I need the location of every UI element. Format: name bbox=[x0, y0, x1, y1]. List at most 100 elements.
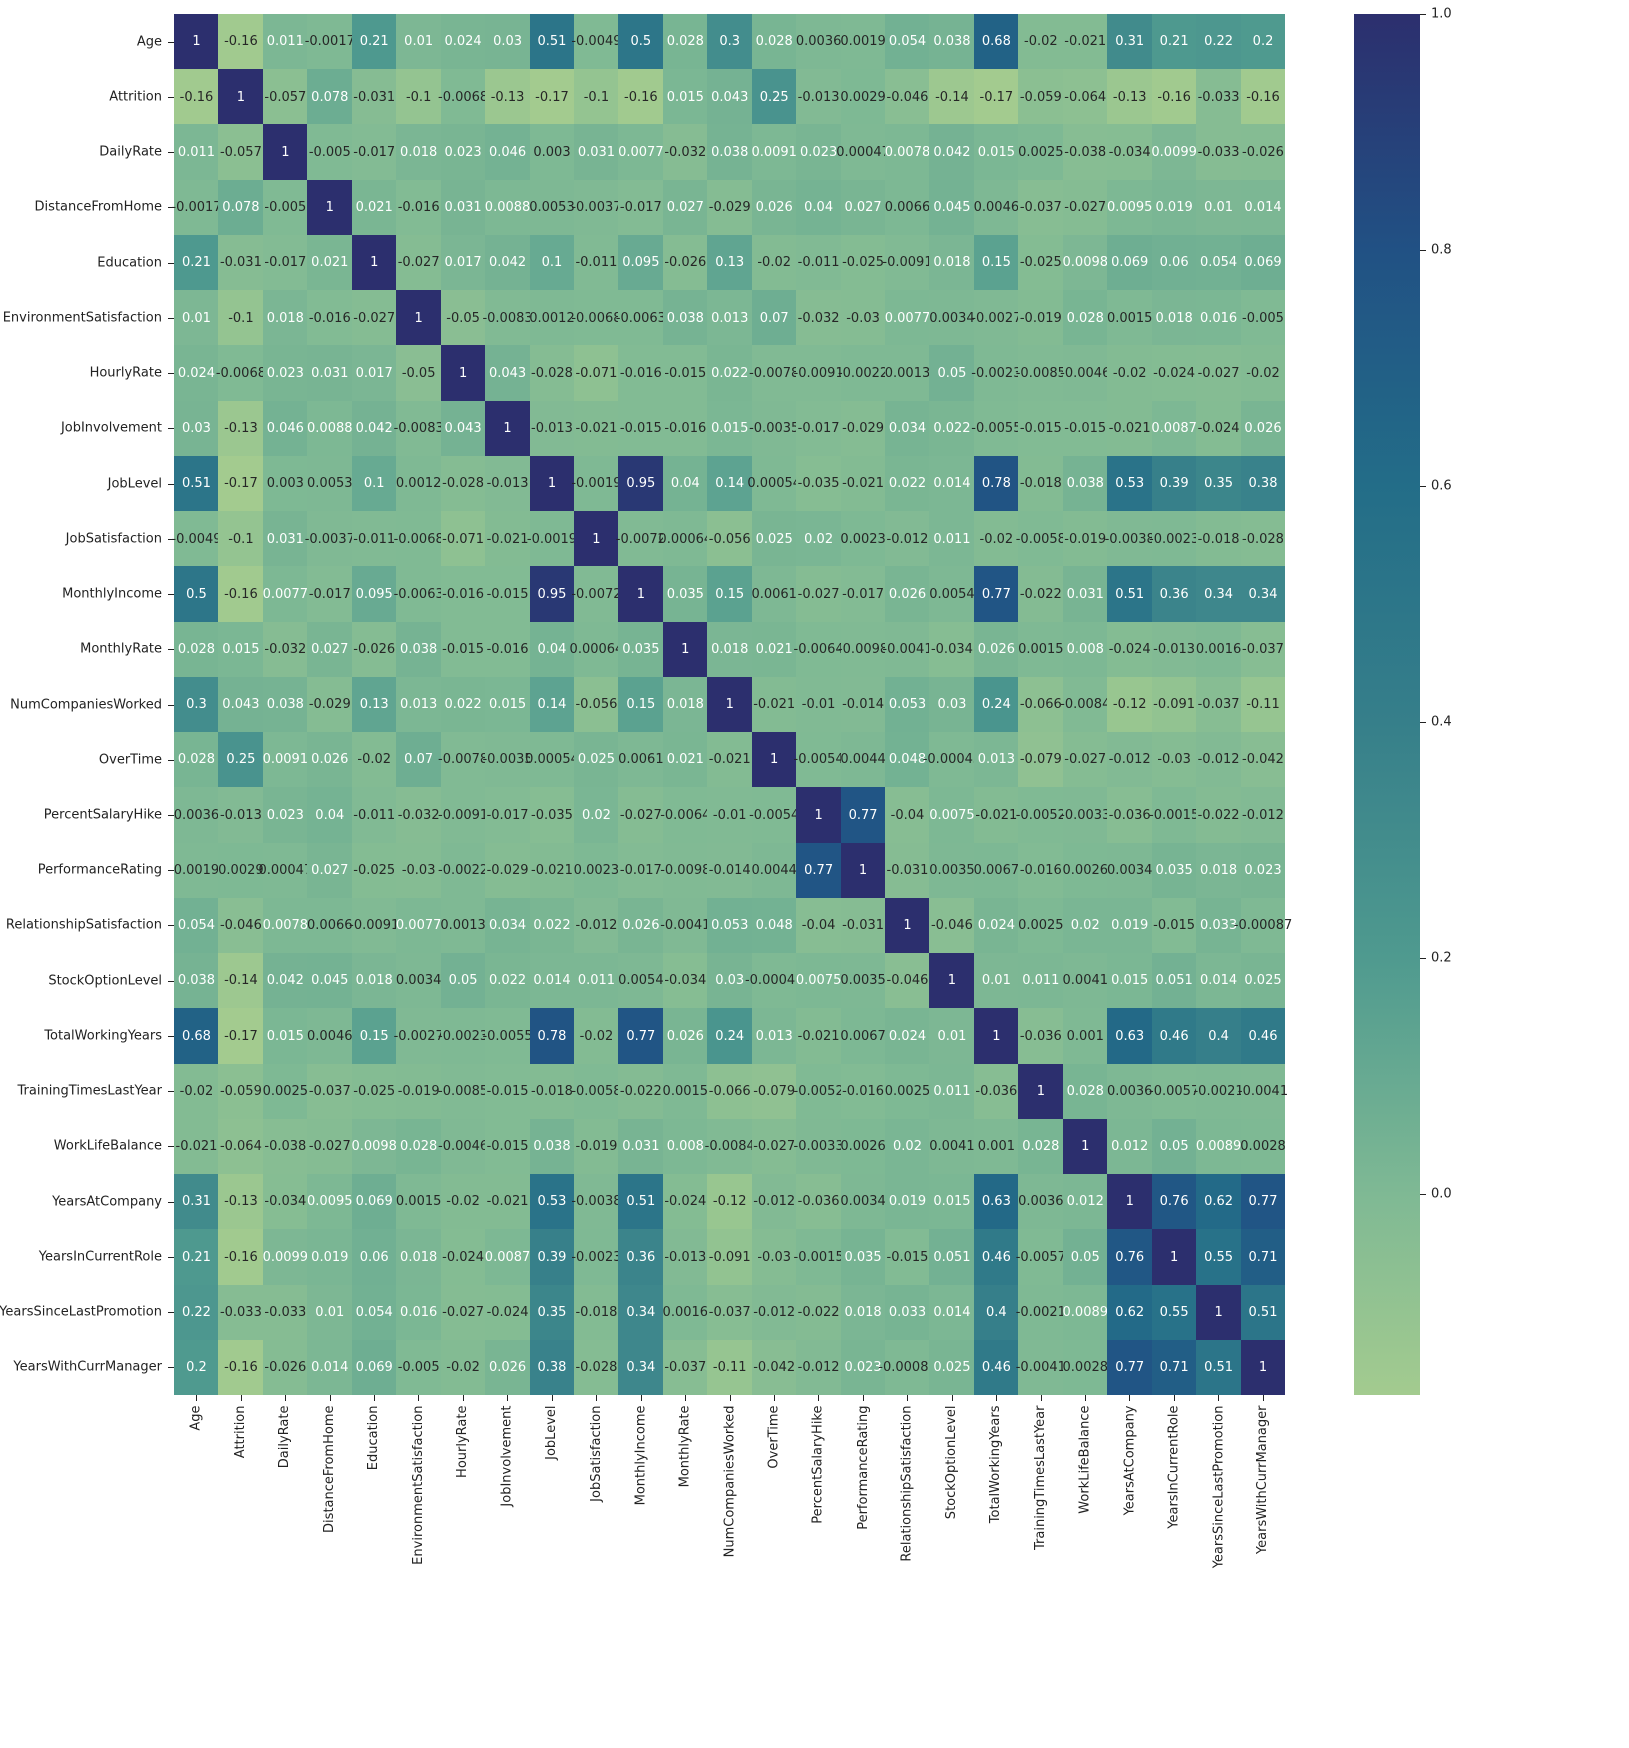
heatmap-cell: -0.057 bbox=[218, 124, 264, 181]
heatmap-cell: 0.0028 bbox=[1063, 1339, 1108, 1396]
heatmap-cell: -0.018 bbox=[529, 1063, 575, 1120]
heatmap-cell: -0.015 bbox=[1151, 897, 1197, 954]
heatmap-cell: 0.026 bbox=[485, 1339, 531, 1396]
heatmap-cell: 0.015 bbox=[707, 400, 753, 457]
heatmap-cell: 0.0078 bbox=[263, 897, 308, 954]
correlation-heatmap: 1 -0.16 0.011 -0.0017 0.21 0.01 0.024 0.03 0.51-… bbox=[171, 14, 1292, 1396]
heatmap-cell: -0.022 bbox=[1196, 787, 1242, 844]
heatmap-cell: 0.013 bbox=[973, 732, 1019, 788]
heatmap-cell: -0.02 bbox=[751, 234, 797, 291]
heatmap-cell: -0.0035 bbox=[482, 732, 533, 788]
heatmap-cell: 0.019 bbox=[307, 1229, 353, 1285]
heatmap-cell: -0.00087 bbox=[878, 1339, 937, 1396]
heatmap-cell: 0.21 bbox=[174, 1229, 219, 1285]
heatmap-cell: 1 bbox=[1107, 1174, 1153, 1230]
heatmap-cell: 0.00054 bbox=[747, 455, 801, 512]
heatmap-cell: -0.037 bbox=[307, 1063, 353, 1120]
heatmap-cell: -0.0054 bbox=[794, 732, 844, 788]
heatmap-cell: -0.091 bbox=[1151, 676, 1197, 733]
heatmap-cell: -0.027 bbox=[796, 566, 842, 623]
heatmap-cell: -0.013 bbox=[1151, 621, 1197, 678]
heatmap-cell: 0.0019 bbox=[174, 842, 219, 899]
heatmap-cell: 0.011 bbox=[573, 953, 619, 1009]
heatmap-cell: -0.016 bbox=[840, 1063, 886, 1120]
x-axis-label: JobSatisfaction bbox=[588, 1405, 604, 1502]
heatmap-cell: 0.0066 bbox=[307, 897, 353, 954]
heatmap-cell: 0.054 bbox=[351, 1284, 397, 1341]
heatmap-cell: -0.017 bbox=[262, 234, 308, 291]
heatmap-cell: -0.016 bbox=[440, 566, 486, 623]
heatmap-cell: -0.0023 bbox=[571, 1229, 622, 1285]
heatmap-cell: -0.0052 bbox=[1016, 787, 1066, 844]
heatmap-cell: 1 bbox=[529, 455, 575, 512]
heatmap-cell: 0.015 bbox=[1107, 953, 1153, 1009]
heatmap-cell: -0.032 bbox=[796, 290, 842, 346]
x-axis-label: PerformanceRating bbox=[855, 1405, 871, 1530]
heatmap-cell: 0.71 bbox=[1151, 1339, 1197, 1396]
heatmap-cell: 0.0095 bbox=[1107, 179, 1152, 236]
heatmap-cell: -0.059 bbox=[218, 1063, 264, 1120]
x-tick-mark bbox=[1085, 1395, 1087, 1401]
heatmap-cell: 0.01 bbox=[307, 1284, 353, 1341]
heatmap-cell: 0.026 bbox=[307, 732, 353, 788]
heatmap-cell: 0.1 bbox=[351, 455, 397, 512]
heatmap-cell: 0.028 bbox=[174, 621, 219, 678]
heatmap-cell: 0.003 bbox=[262, 455, 308, 512]
heatmap-cell: -0.071 bbox=[573, 345, 619, 402]
heatmap-cell: 0.024 bbox=[973, 897, 1019, 954]
heatmap-cell: -0.024 bbox=[1151, 345, 1197, 402]
y-axis-label: JobLevel bbox=[107, 476, 162, 492]
heatmap-cell: 0.046 bbox=[262, 400, 308, 457]
heatmap-cell: 0.014 bbox=[307, 1339, 353, 1396]
heatmap-cell: 0.031 bbox=[573, 124, 619, 181]
x-axis-label: OverTime bbox=[766, 1405, 782, 1469]
heatmap-cell: -0.04 bbox=[885, 787, 930, 844]
heatmap-cell: -0.17 bbox=[973, 69, 1019, 125]
heatmap-cell: -0.019 bbox=[396, 1063, 442, 1120]
heatmap-cell: 0.78 bbox=[973, 455, 1019, 512]
heatmap-cell: 0.25 bbox=[218, 732, 264, 788]
heatmap-cell: -0.031 bbox=[885, 842, 930, 899]
heatmap-cell: 0.023 bbox=[262, 345, 308, 402]
heatmap-cell: 0.0026 bbox=[840, 1118, 886, 1175]
heatmap-cell: 0.0026 bbox=[1063, 842, 1108, 899]
colorbar-tick-mark bbox=[1420, 958, 1426, 960]
heatmap-cell: -0.038 bbox=[1062, 124, 1108, 181]
x-axis-label: DistanceFromHome bbox=[322, 1405, 338, 1533]
heatmap-cell: -0.0091 bbox=[349, 897, 399, 954]
colorbar-tick-mark bbox=[1420, 250, 1426, 252]
heatmap-cell: -0.01 bbox=[796, 676, 842, 733]
heatmap-cell: -0.16 bbox=[218, 566, 264, 623]
heatmap-cell: 0.031 bbox=[1062, 566, 1108, 623]
heatmap-cell: -0.03 bbox=[1151, 732, 1197, 788]
heatmap-cell: -0.031 bbox=[351, 69, 397, 125]
heatmap-cell: 0.55 bbox=[1196, 1229, 1242, 1285]
heatmap-cell: -0.057 bbox=[262, 69, 308, 125]
heatmap-cell: 0.55 bbox=[1151, 1284, 1197, 1341]
heatmap-cell: 0.014 bbox=[529, 953, 575, 1009]
heatmap-cell: -0.0068 bbox=[571, 290, 622, 346]
y-axis-label: DistanceFromHome bbox=[34, 199, 162, 215]
heatmap-cell: -0.042 bbox=[751, 1339, 797, 1396]
x-axis-label: TotalWorkingYears bbox=[988, 1405, 1004, 1524]
heatmap-cell: -0.16 bbox=[174, 69, 219, 125]
heatmap-cell: -0.17 bbox=[529, 69, 575, 125]
heatmap-cell: 0.0019 bbox=[840, 14, 886, 70]
heatmap-cell: 0.63 bbox=[1107, 1008, 1153, 1065]
heatmap-cell: 0.0044 bbox=[751, 842, 797, 899]
heatmap-cell: 0.027 bbox=[840, 179, 886, 236]
heatmap-cell: 0.042 bbox=[485, 234, 531, 291]
heatmap-cell: 0.71 bbox=[1240, 1229, 1286, 1285]
heatmap-cell: 0.011 bbox=[262, 14, 308, 70]
heatmap-cell: -0.046 bbox=[929, 897, 975, 954]
heatmap-cell: 0.07 bbox=[751, 290, 797, 346]
y-axis-label: JobInvolvement bbox=[60, 420, 162, 436]
heatmap-cell: 0.043 bbox=[440, 400, 486, 457]
heatmap-cell: -0.00045 bbox=[745, 953, 803, 1009]
heatmap-cell: 0.028 bbox=[751, 14, 797, 70]
heatmap-cell: 0.026 bbox=[751, 179, 797, 236]
heatmap-cell: 0.031 bbox=[618, 1118, 664, 1175]
heatmap-cell: 0.53 bbox=[1107, 455, 1153, 512]
heatmap-cell: -0.015 bbox=[440, 621, 486, 678]
heatmap-cell: -0.0085 bbox=[438, 1063, 488, 1120]
